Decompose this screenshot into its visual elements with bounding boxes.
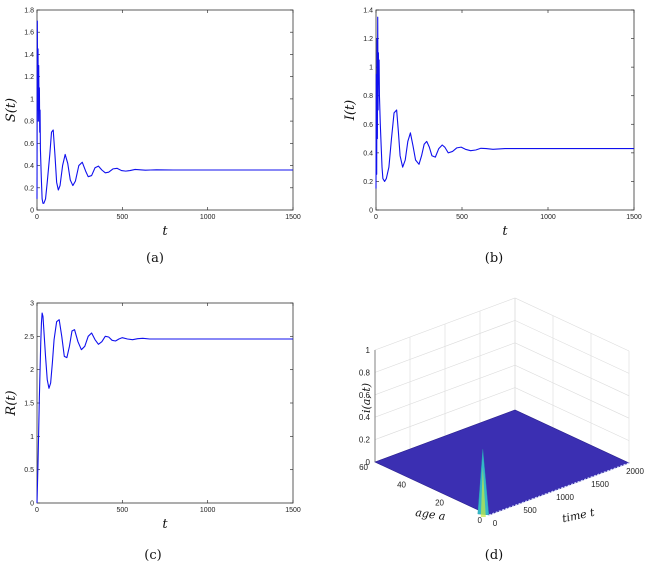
panel-b-chart: 0 500 1000 1500 0 0.2 0.4 0.6 0.8 1 1.2 1.4 t I(t) bbox=[343, 8, 642, 240]
y-axis-label: I(t) bbox=[343, 100, 358, 122]
z-tick-label: 0 bbox=[366, 458, 371, 467]
caption-b: (b) bbox=[485, 251, 503, 266]
y-axis-label: age a bbox=[415, 506, 447, 523]
plot-frame bbox=[36, 302, 294, 504]
y-axis-label: R(t) bbox=[4, 390, 19, 416]
y-tick-label: 3 bbox=[30, 301, 34, 308]
y-tick-label: 0.6 bbox=[24, 141, 34, 148]
y-tick-label: 1.6 bbox=[24, 30, 34, 37]
x-axis-label: t bbox=[162, 224, 168, 239]
z-tick-label: 0.4 bbox=[359, 413, 371, 422]
t-tick-label: 1500 bbox=[591, 480, 609, 489]
y-tick-label: 1.2 bbox=[24, 74, 34, 81]
y-tick-label: 1.4 bbox=[363, 8, 373, 15]
x-tick-label: 0 bbox=[35, 507, 39, 514]
series-line bbox=[36, 20, 293, 204]
y-tick-label: 2 bbox=[30, 367, 34, 374]
y-tick-label: 1 bbox=[30, 96, 34, 103]
y-tick-label: 0.2 bbox=[363, 179, 373, 186]
a-tick-label: 40 bbox=[397, 481, 406, 490]
y-tick-label: 0.6 bbox=[363, 122, 373, 129]
z-tick-label: 0.2 bbox=[359, 436, 371, 445]
x-tick-label: 1500 bbox=[285, 507, 301, 514]
y-axis-label: S(t) bbox=[4, 98, 19, 122]
caption-d: (d) bbox=[485, 548, 503, 563]
y-tick-label: 1.4 bbox=[24, 52, 34, 59]
y-tick-label: 1 bbox=[369, 65, 373, 72]
grid-line bbox=[374, 320, 630, 374]
y-tick-label: 0.4 bbox=[363, 150, 373, 157]
y-tick-label: 2.5 bbox=[24, 334, 34, 341]
grid-line bbox=[374, 364, 630, 419]
a-tick-label: 0 bbox=[478, 516, 483, 525]
x-tick-label: 500 bbox=[116, 507, 128, 514]
y-tick-label: 1.2 bbox=[363, 36, 373, 43]
x-tick-label: 0 bbox=[374, 214, 378, 221]
y-tick-label: 0.8 bbox=[24, 119, 34, 126]
y-tick-label: 0.4 bbox=[24, 163, 34, 170]
y-tick-label: 1.8 bbox=[24, 8, 34, 15]
y-tick-label: 0 bbox=[369, 208, 373, 215]
y-tick-label: 0.5 bbox=[24, 467, 34, 474]
plot-frame bbox=[36, 9, 294, 211]
grid-line bbox=[374, 297, 630, 352]
a-tick-label: 20 bbox=[435, 498, 444, 507]
y-tick-label: 1 bbox=[30, 434, 34, 441]
surface-peak-highlight bbox=[480, 467, 486, 517]
x-tick-label: 500 bbox=[116, 214, 128, 221]
y-tick-label: 1.5 bbox=[24, 401, 34, 408]
panel-d-surface-plot: 0 0.2 0.4 0.6 0.8 1 0 500 1000 1500 2000 0 20 40 60 i(a… bbox=[359, 297, 644, 528]
x-axis-label: time t bbox=[561, 506, 596, 526]
z-axis-label: i(a, t) bbox=[360, 383, 373, 413]
x-axis-label: t bbox=[162, 517, 168, 532]
caption-c: (c) bbox=[144, 548, 161, 563]
y-tick-label: 0.8 bbox=[363, 93, 373, 100]
t-tick-label: 1000 bbox=[556, 493, 574, 502]
t-tick-label: 500 bbox=[523, 506, 537, 515]
z-tick-label: 0.8 bbox=[359, 368, 371, 377]
panel-a-chart: 0 500 1000 1500 0 0.2 0.4 0.6 0.8 1 1.2 1.4 1.6 1.8 t S… bbox=[4, 8, 301, 240]
x-tick-label: 0 bbox=[35, 214, 39, 221]
x-tick-label: 1000 bbox=[540, 214, 556, 221]
y-tick-label: 0 bbox=[30, 501, 34, 508]
a-tick-label: 60 bbox=[359, 463, 368, 472]
y-tick-label: 0.2 bbox=[24, 185, 34, 192]
panel-c-chart: 0 500 1000 1500 0 0.5 1 1.5 2 2.5 3 t R(t) bbox=[4, 301, 301, 533]
series-line bbox=[36, 312, 293, 504]
plot-frame bbox=[375, 9, 635, 211]
series-line bbox=[375, 16, 634, 189]
t-tick-label: 2000 bbox=[626, 467, 644, 476]
y-tick-label: 0 bbox=[30, 208, 34, 215]
grid-line bbox=[374, 387, 630, 441]
grid-line bbox=[374, 342, 630, 397]
x-axis-label: t bbox=[502, 224, 508, 239]
x-tick-label: 1000 bbox=[200, 507, 216, 514]
x-tick-label: 500 bbox=[456, 214, 468, 221]
x-tick-label: 1000 bbox=[200, 214, 216, 221]
caption-a: (a) bbox=[146, 251, 164, 266]
surface-front-edge bbox=[488, 462, 630, 516]
z-tick-label: 0.6 bbox=[359, 391, 371, 400]
t-tick-label: 0 bbox=[493, 519, 498, 528]
z-tick-label: 1 bbox=[366, 346, 371, 355]
x-tick-label: 1500 bbox=[626, 214, 642, 221]
x-tick-label: 1500 bbox=[285, 214, 301, 221]
